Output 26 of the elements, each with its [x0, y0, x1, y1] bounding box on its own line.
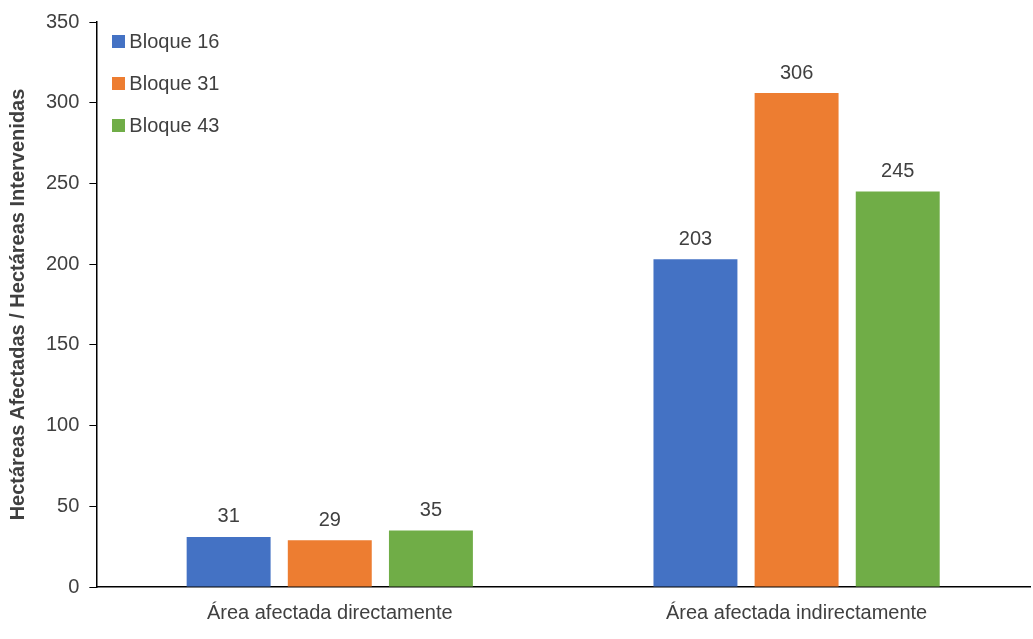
- legend-label: Bloque 31: [128, 71, 220, 96]
- bar: [186, 536, 271, 587]
- bar: [653, 259, 738, 587]
- y-tick-label: 150: [45, 332, 80, 355]
- x-tick-label: Área afectada directamente: [206, 600, 453, 623]
- x-tick-label: Área afectada indirectamente: [665, 600, 928, 623]
- legend-label: Bloque 43: [128, 113, 220, 138]
- bar: [754, 93, 839, 587]
- data-label: 29: [318, 507, 341, 530]
- y-tick-label: 200: [45, 251, 80, 274]
- y-tick-label: 100: [45, 413, 80, 436]
- data-label: 245: [881, 159, 915, 182]
- data-label: 203: [678, 226, 713, 249]
- y-tick-label: 0: [68, 574, 80, 597]
- bar: [287, 540, 372, 587]
- bar: [388, 530, 473, 587]
- legend-label: Bloque 16: [128, 29, 220, 54]
- data-label: 306: [779, 60, 814, 83]
- y-tick-label: 350: [45, 9, 80, 32]
- data-label: 35: [419, 498, 443, 521]
- bar: [855, 191, 940, 587]
- y-axis-title: Hectáreas Afectadas / Hectáreas Intervenidas: [5, 88, 28, 521]
- y-tick-label: 250: [45, 170, 80, 193]
- data-label: 31: [217, 504, 240, 527]
- y-tick-label: 50: [57, 493, 80, 516]
- y-tick-label: 300: [45, 90, 80, 113]
